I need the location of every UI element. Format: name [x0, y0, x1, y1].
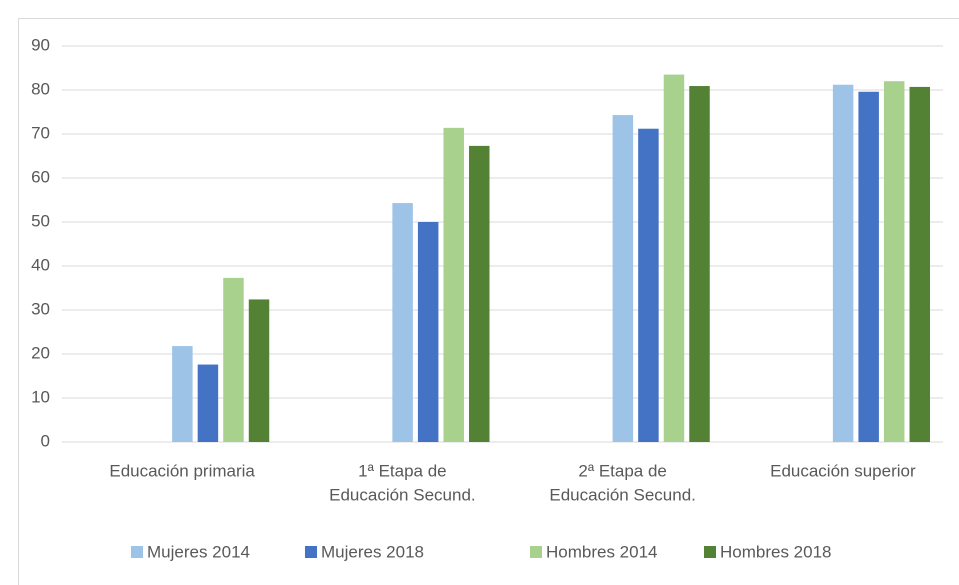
bar [663, 74, 685, 442]
legend-label: Mujeres 2014 [147, 542, 250, 561]
x-tick-label: Educación Secund. [549, 485, 696, 504]
x-tick-label: 1ª Etapa de [358, 461, 447, 480]
x-tick-label: Educación superior [770, 461, 916, 480]
bar [223, 277, 244, 442]
legend-label: Mujeres 2018 [321, 542, 424, 561]
legend-swatch [704, 546, 716, 558]
y-tick-label: 60 [31, 167, 50, 186]
bar [248, 299, 270, 442]
bar [832, 84, 854, 442]
legend-swatch [530, 546, 542, 558]
y-tick-label: 20 [31, 343, 50, 362]
bar [638, 128, 659, 442]
legend-label: Hombres 2014 [546, 542, 658, 561]
legend-label: Hombres 2018 [720, 542, 832, 561]
bar [883, 81, 905, 442]
legend-swatch [305, 546, 317, 558]
y-tick-label: 40 [31, 255, 50, 274]
bar [612, 115, 634, 442]
bar [392, 203, 413, 442]
x-tick-label: 2ª Etapa de [578, 461, 667, 480]
y-tick-label: 0 [41, 431, 50, 450]
y-tick-label: 90 [31, 35, 50, 54]
bar [909, 86, 931, 443]
y-tick-label: 80 [31, 79, 50, 98]
bar [469, 145, 490, 442]
y-tick-label: 30 [31, 299, 50, 318]
bar [858, 91, 879, 442]
bar [417, 222, 439, 442]
y-tick-label: 10 [31, 387, 50, 406]
bar [443, 127, 464, 442]
bar [197, 364, 219, 442]
chart-border [18, 18, 959, 585]
legend-swatch [131, 546, 143, 558]
bar [689, 86, 710, 442]
y-tick-label: 70 [31, 123, 50, 142]
x-tick-label: Educación primaria [109, 461, 255, 480]
y-tick-label: 50 [31, 211, 50, 230]
x-tick-label: Educación Secund. [329, 485, 476, 504]
bar [172, 346, 193, 442]
